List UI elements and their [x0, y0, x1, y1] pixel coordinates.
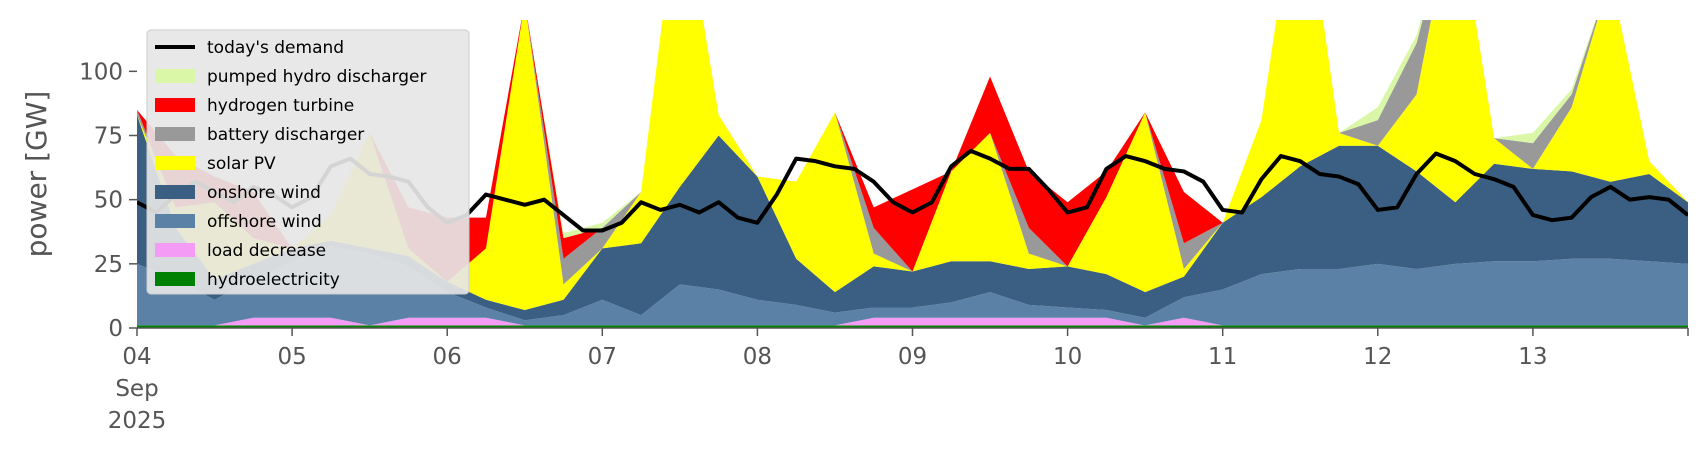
y-tick-label-0: 0 [108, 316, 123, 342]
y-tick-label-75: 75 [94, 124, 123, 150]
x-tick-label-12: 12 [1363, 344, 1392, 370]
area-load-decrease [137, 317, 1688, 326]
area-solar-pv [137, 20, 1688, 311]
x-tick-label-05: 05 [277, 344, 306, 370]
y-tick-label-25: 25 [94, 252, 123, 278]
x-tick-label-09: 09 [898, 344, 927, 370]
x-tick-label-2025: 2025 [108, 408, 167, 434]
x-tick-label-sep: Sep [115, 376, 158, 402]
legend-label-onshore-wind: onshore wind [207, 183, 321, 203]
legend-swatch-pumped-hydro-discharger [155, 69, 195, 83]
legend-label-hydrogen-turbine: hydrogen turbine [207, 96, 354, 116]
area-offshore-wind [137, 245, 1688, 326]
y-tick-label-100: 100 [79, 59, 123, 85]
x-tick-label-06: 06 [433, 344, 462, 370]
legend-swatch-offshore-wind [155, 214, 195, 228]
legend-label-today-s-demand: today's demand [207, 38, 344, 58]
area-hydrogen-turbine [137, 20, 1688, 282]
legend-label-solar-pv: solar PV [207, 154, 276, 174]
x-tick-label-04: 04 [122, 344, 151, 370]
x-tick-label-11: 11 [1208, 344, 1237, 370]
x-tick-label-10: 10 [1053, 344, 1082, 370]
legend-swatch-hydroelectricity [155, 272, 195, 286]
area-onshore-wind [137, 114, 1688, 321]
y-axis-label: power [GW] [20, 91, 53, 258]
legend-label-offshore-wind: offshore wind [207, 212, 322, 232]
legend-label-hydroelectricity: hydroelectricity [207, 270, 340, 290]
x-tick-label-07: 07 [588, 344, 617, 370]
axes: 0 25 50 75 100 power [GW] 04 Sep 2025 05 06 07 08 09 1… [20, 59, 1689, 434]
x-tick-label-08: 08 [743, 344, 772, 370]
legend-swatch-onshore-wind [155, 185, 195, 199]
legend: today's demand pumped hydro discharger hyd… [146, 29, 470, 295]
legend-swatch-battery-discharger [155, 127, 195, 141]
x-tick-label-13: 13 [1518, 344, 1547, 370]
legend-box [146, 29, 470, 295]
legend-label-pumped-hydro-discharger: pumped hydro discharger [207, 67, 426, 87]
y-tick-label-50: 50 [94, 188, 123, 214]
legend-label-load-decrease: load decrease [207, 241, 326, 261]
legend-label-battery-discharger: battery discharger [207, 125, 364, 145]
legend-swatch-solar-pv [155, 156, 195, 170]
legend-swatch-load-decrease [155, 243, 195, 257]
legend-swatch-hydrogen-turbine [155, 98, 195, 112]
